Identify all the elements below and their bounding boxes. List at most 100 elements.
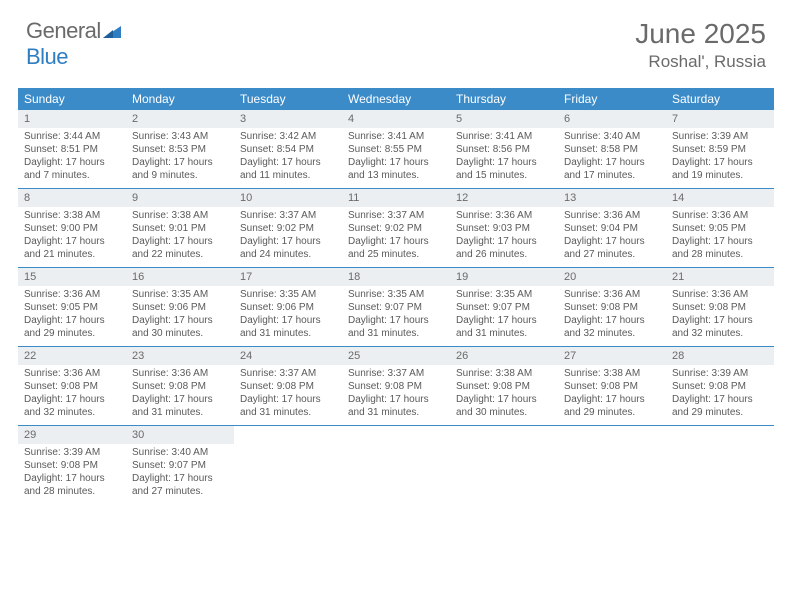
sunset-line: Sunset: 9:00 PM — [24, 222, 120, 235]
day-body: Sunrise: 3:37 AMSunset: 9:08 PMDaylight:… — [342, 365, 450, 423]
daylight-line: Daylight: 17 hours and 27 minutes. — [564, 235, 660, 261]
day-cell: 8Sunrise: 3:38 AMSunset: 9:00 PMDaylight… — [18, 189, 126, 267]
sunrise-line: Sunrise: 3:36 AM — [132, 367, 228, 380]
day-body: Sunrise: 3:36 AMSunset: 9:08 PMDaylight:… — [666, 286, 774, 344]
day-body: Sunrise: 3:36 AMSunset: 9:03 PMDaylight:… — [450, 207, 558, 265]
day-cell: 30Sunrise: 3:40 AMSunset: 9:07 PMDayligh… — [126, 426, 234, 504]
day-cell — [558, 426, 666, 504]
location: Roshal', Russia — [635, 52, 766, 72]
month-title: June 2025 — [635, 18, 766, 50]
day-body: Sunrise: 3:36 AMSunset: 9:08 PMDaylight:… — [18, 365, 126, 423]
sunrise-line: Sunrise: 3:41 AM — [348, 130, 444, 143]
sunrise-line: Sunrise: 3:38 AM — [132, 209, 228, 222]
sunrise-line: Sunrise: 3:35 AM — [240, 288, 336, 301]
logo-triangle-icon — [103, 18, 121, 44]
day-cell: 3Sunrise: 3:42 AMSunset: 8:54 PMDaylight… — [234, 110, 342, 188]
sunset-line: Sunset: 8:58 PM — [564, 143, 660, 156]
daylight-line: Daylight: 17 hours and 31 minutes. — [348, 393, 444, 419]
day-number: 30 — [126, 426, 234, 444]
day-number: 11 — [342, 189, 450, 207]
day-body: Sunrise: 3:41 AMSunset: 8:55 PMDaylight:… — [342, 128, 450, 186]
day-cell: 5Sunrise: 3:41 AMSunset: 8:56 PMDaylight… — [450, 110, 558, 188]
day-cell: 26Sunrise: 3:38 AMSunset: 9:08 PMDayligh… — [450, 347, 558, 425]
day-cell: 2Sunrise: 3:43 AMSunset: 8:53 PMDaylight… — [126, 110, 234, 188]
daylight-line: Daylight: 17 hours and 29 minutes. — [24, 314, 120, 340]
sunrise-line: Sunrise: 3:36 AM — [564, 288, 660, 301]
daylight-line: Daylight: 17 hours and 15 minutes. — [456, 156, 552, 182]
day-cell: 18Sunrise: 3:35 AMSunset: 9:07 PMDayligh… — [342, 268, 450, 346]
daylight-line: Daylight: 17 hours and 26 minutes. — [456, 235, 552, 261]
sunrise-line: Sunrise: 3:38 AM — [24, 209, 120, 222]
sunset-line: Sunset: 9:07 PM — [456, 301, 552, 314]
day-body: Sunrise: 3:38 AMSunset: 9:08 PMDaylight:… — [558, 365, 666, 423]
day-cell: 9Sunrise: 3:38 AMSunset: 9:01 PMDaylight… — [126, 189, 234, 267]
day-body: Sunrise: 3:39 AMSunset: 9:08 PMDaylight:… — [666, 365, 774, 423]
day-cell: 7Sunrise: 3:39 AMSunset: 8:59 PMDaylight… — [666, 110, 774, 188]
header: GeneralBlue June 2025 Roshal', Russia — [0, 0, 792, 78]
day-number: 27 — [558, 347, 666, 365]
day-number: 6 — [558, 110, 666, 128]
sunrise-line: Sunrise: 3:38 AM — [456, 367, 552, 380]
day-cell — [342, 426, 450, 504]
sunrise-line: Sunrise: 3:35 AM — [132, 288, 228, 301]
title-block: June 2025 Roshal', Russia — [635, 18, 766, 72]
day-number: 14 — [666, 189, 774, 207]
day-number: 5 — [450, 110, 558, 128]
sunset-line: Sunset: 9:02 PM — [348, 222, 444, 235]
day-header-thu: Thursday — [450, 88, 558, 110]
sunset-line: Sunset: 9:08 PM — [24, 380, 120, 393]
daylight-line: Daylight: 17 hours and 29 minutes. — [672, 393, 768, 419]
daylight-line: Daylight: 17 hours and 30 minutes. — [132, 314, 228, 340]
day-body: Sunrise: 3:36 AMSunset: 9:08 PMDaylight:… — [558, 286, 666, 344]
day-cell: 28Sunrise: 3:39 AMSunset: 9:08 PMDayligh… — [666, 347, 774, 425]
day-cell: 27Sunrise: 3:38 AMSunset: 9:08 PMDayligh… — [558, 347, 666, 425]
daylight-line: Daylight: 17 hours and 31 minutes. — [132, 393, 228, 419]
day-cell: 19Sunrise: 3:35 AMSunset: 9:07 PMDayligh… — [450, 268, 558, 346]
sunrise-line: Sunrise: 3:40 AM — [132, 446, 228, 459]
day-header-sat: Saturday — [666, 88, 774, 110]
day-body: Sunrise: 3:36 AMSunset: 9:04 PMDaylight:… — [558, 207, 666, 265]
day-cell: 20Sunrise: 3:36 AMSunset: 9:08 PMDayligh… — [558, 268, 666, 346]
day-number: 25 — [342, 347, 450, 365]
day-cell: 15Sunrise: 3:36 AMSunset: 9:05 PMDayligh… — [18, 268, 126, 346]
daylight-line: Daylight: 17 hours and 24 minutes. — [240, 235, 336, 261]
sunrise-line: Sunrise: 3:35 AM — [348, 288, 444, 301]
sunrise-line: Sunrise: 3:36 AM — [564, 209, 660, 222]
sunset-line: Sunset: 9:08 PM — [348, 380, 444, 393]
day-body: Sunrise: 3:36 AMSunset: 9:05 PMDaylight:… — [666, 207, 774, 265]
day-number: 28 — [666, 347, 774, 365]
week-row: 29Sunrise: 3:39 AMSunset: 9:08 PMDayligh… — [18, 426, 774, 504]
day-number: 2 — [126, 110, 234, 128]
calendar-weeks: 1Sunrise: 3:44 AMSunset: 8:51 PMDaylight… — [18, 110, 774, 504]
daylight-line: Daylight: 17 hours and 17 minutes. — [564, 156, 660, 182]
sunset-line: Sunset: 9:08 PM — [240, 380, 336, 393]
daylight-line: Daylight: 17 hours and 25 minutes. — [348, 235, 444, 261]
daylight-line: Daylight: 17 hours and 19 minutes. — [672, 156, 768, 182]
logo-text: GeneralBlue — [26, 18, 122, 70]
day-number: 18 — [342, 268, 450, 286]
day-body: Sunrise: 3:39 AMSunset: 9:08 PMDaylight:… — [18, 444, 126, 502]
day-number: 24 — [234, 347, 342, 365]
sunrise-line: Sunrise: 3:37 AM — [348, 209, 444, 222]
sunset-line: Sunset: 8:51 PM — [24, 143, 120, 156]
day-cell: 21Sunrise: 3:36 AMSunset: 9:08 PMDayligh… — [666, 268, 774, 346]
day-number: 17 — [234, 268, 342, 286]
day-header-mon: Monday — [126, 88, 234, 110]
sunrise-line: Sunrise: 3:36 AM — [24, 288, 120, 301]
day-body: Sunrise: 3:42 AMSunset: 8:54 PMDaylight:… — [234, 128, 342, 186]
day-number: 26 — [450, 347, 558, 365]
sunset-line: Sunset: 9:08 PM — [456, 380, 552, 393]
sunset-line: Sunset: 9:01 PM — [132, 222, 228, 235]
sunset-line: Sunset: 9:08 PM — [564, 301, 660, 314]
sunrise-line: Sunrise: 3:36 AM — [672, 209, 768, 222]
day-body: Sunrise: 3:38 AMSunset: 9:00 PMDaylight:… — [18, 207, 126, 265]
logo-text-blue: Blue — [26, 44, 68, 69]
day-cell: 13Sunrise: 3:36 AMSunset: 9:04 PMDayligh… — [558, 189, 666, 267]
day-body: Sunrise: 3:37 AMSunset: 9:02 PMDaylight:… — [342, 207, 450, 265]
daylight-line: Daylight: 17 hours and 31 minutes. — [240, 314, 336, 340]
day-cell: 1Sunrise: 3:44 AMSunset: 8:51 PMDaylight… — [18, 110, 126, 188]
day-cell: 23Sunrise: 3:36 AMSunset: 9:08 PMDayligh… — [126, 347, 234, 425]
day-cell: 12Sunrise: 3:36 AMSunset: 9:03 PMDayligh… — [450, 189, 558, 267]
sunset-line: Sunset: 9:07 PM — [132, 459, 228, 472]
sunset-line: Sunset: 9:05 PM — [24, 301, 120, 314]
